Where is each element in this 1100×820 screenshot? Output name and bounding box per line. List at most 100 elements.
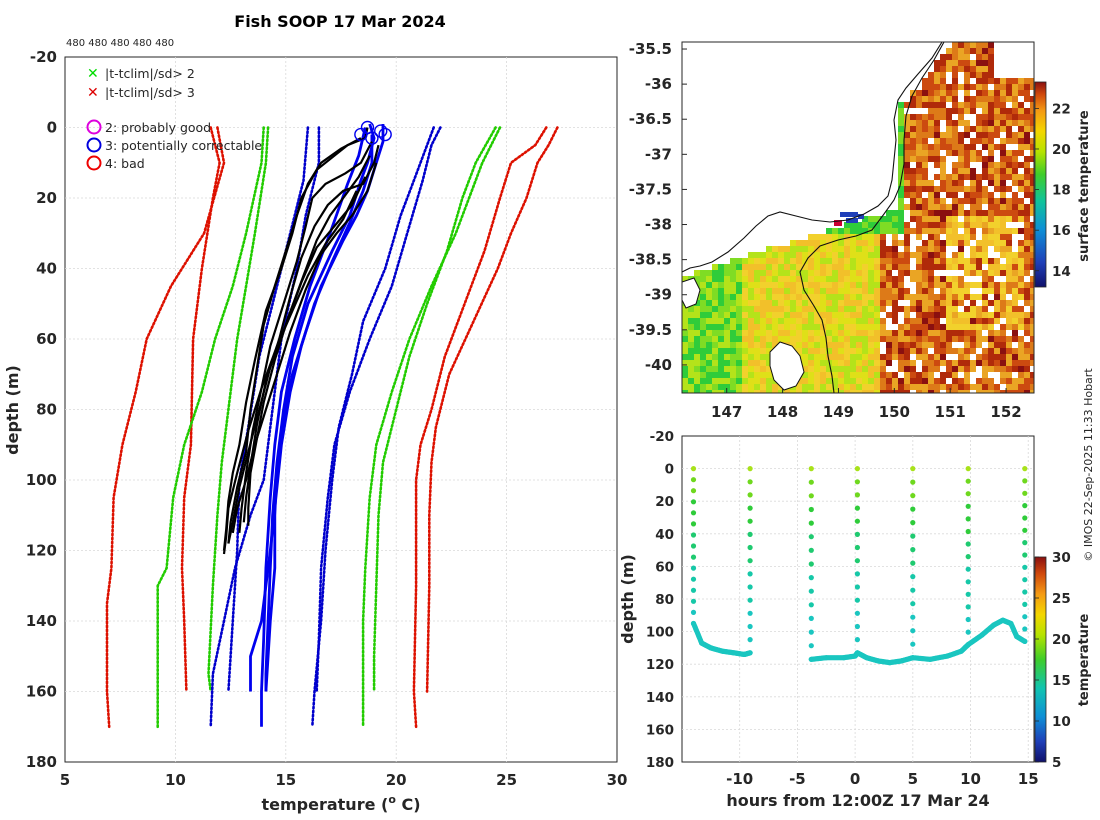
sst-pixel	[988, 318, 994, 324]
sst-pixel	[808, 354, 814, 360]
sst-pixel	[1024, 354, 1030, 360]
sst-pixel	[898, 204, 904, 210]
sst-pixel	[1030, 288, 1034, 294]
sst-pixel	[712, 366, 718, 372]
sst-pixel	[940, 300, 946, 306]
sst-pixel	[856, 264, 862, 270]
sst-pixel	[1000, 390, 1006, 393]
sst-pixel	[910, 156, 916, 162]
sst-pixel	[1018, 174, 1024, 180]
y-tick-label: 60	[36, 330, 57, 348]
sst-pixel	[934, 294, 940, 300]
sst-pixel	[916, 228, 922, 234]
sst-pixel	[970, 42, 976, 48]
sst-pixel	[994, 204, 1000, 210]
sst-pixel	[934, 336, 940, 342]
sst-pixel	[922, 390, 928, 393]
sst-pixel	[946, 132, 952, 138]
sst-pixel	[964, 72, 970, 78]
sst-pixel	[958, 312, 964, 318]
sst-pixel	[706, 300, 712, 306]
sst-pixel	[952, 222, 958, 228]
sst-pixel	[1030, 312, 1034, 318]
sst-pixel	[1018, 114, 1024, 120]
sst-pixel	[868, 354, 874, 360]
sst-pixel	[766, 288, 772, 294]
sst-pixel	[1018, 270, 1024, 276]
sst-pixel	[946, 96, 952, 102]
y-tick-label: 180	[26, 753, 57, 771]
sst-pixel	[940, 60, 946, 66]
sst-pixel	[934, 90, 940, 96]
sst-pixel	[964, 372, 970, 378]
sst-pixel	[946, 48, 952, 54]
sst-pixel	[940, 156, 946, 162]
sst-pixel	[904, 270, 910, 276]
sst-pixel	[814, 336, 820, 342]
sst-pixel	[916, 222, 922, 228]
sst-pixel	[1018, 288, 1024, 294]
sst-pixel	[940, 312, 946, 318]
depth-point	[690, 488, 697, 494]
map-y-tick-label: -35.5	[629, 40, 672, 58]
tc-cb-tick-label: 20	[1052, 632, 1071, 648]
sst-pixel	[886, 342, 892, 348]
sst-pixel	[952, 378, 958, 384]
sst-pixel	[856, 324, 862, 330]
sst-pixel	[796, 384, 802, 390]
sst-pixel	[820, 342, 826, 348]
sst-pixel	[766, 270, 772, 276]
sst-pixel	[958, 318, 964, 324]
sst-pixel	[952, 66, 958, 72]
sst-pixel	[760, 282, 766, 288]
sst-pixel	[1012, 114, 1018, 120]
sst-pixel	[988, 300, 994, 306]
sst-pixel	[754, 282, 760, 288]
sst-pixel	[796, 276, 802, 282]
sst-pixel	[964, 174, 970, 180]
sst-pixel	[934, 330, 940, 336]
sst-pixel	[952, 72, 958, 78]
sst-pixel	[1018, 372, 1024, 378]
sst-pixel	[754, 378, 760, 384]
sst-pixel	[886, 222, 892, 228]
sst-pixel	[898, 252, 904, 258]
xlabel-sup: o	[388, 793, 396, 806]
sst-pixel	[802, 378, 808, 384]
sst-pixel	[712, 318, 718, 324]
sst-pixel	[898, 384, 904, 390]
sst-pixel	[982, 252, 988, 258]
sst-pixel	[742, 312, 748, 318]
depth-point	[910, 493, 916, 499]
blue-profile-3	[249, 134, 374, 692]
sst-pixel	[1018, 258, 1024, 264]
sst-pixel	[874, 234, 880, 240]
sst-pixel	[808, 390, 814, 393]
sst-pixel	[988, 54, 994, 60]
sst-pixel	[1030, 294, 1034, 300]
sst-pixel	[850, 240, 856, 246]
sst-pixel	[1012, 198, 1018, 204]
sst-pixel	[976, 258, 982, 264]
sst-pixel	[850, 294, 856, 300]
sst-pixel	[1000, 312, 1006, 318]
sst-pixel	[760, 288, 766, 294]
sst-pixel	[862, 300, 868, 306]
sst-pixel	[730, 318, 736, 324]
profiles-legend: ✕ |t-tclim|/sd> 2 ✕ |t-tclim|/sd> 3 2: p…	[86, 66, 262, 171]
sst-pixel	[784, 270, 790, 276]
sst-pixel	[1006, 366, 1012, 372]
sst-pixel	[892, 342, 898, 348]
sst-pixel	[718, 378, 724, 384]
sst-pixel	[964, 378, 970, 384]
sst-pixel	[796, 330, 802, 336]
sst-pixel	[928, 78, 934, 84]
tc-y-tick-label: 100	[646, 625, 674, 641]
sst-pixel	[772, 270, 778, 276]
sst-pixel	[724, 336, 730, 342]
sst-pixel	[772, 342, 778, 348]
sst-map-ticks: 147 148 149 150 151 152-35.5-36-36.5-37-37.5-…	[629, 40, 1022, 421]
sst-pixel	[928, 258, 934, 264]
sst-pixel	[748, 318, 754, 324]
sst-pixel	[838, 240, 844, 246]
